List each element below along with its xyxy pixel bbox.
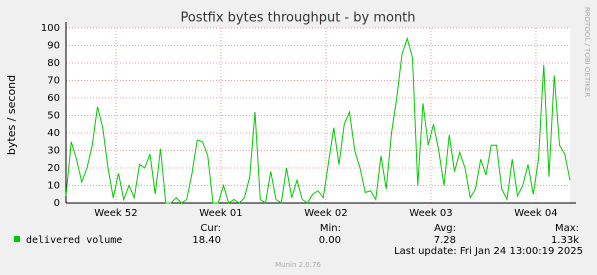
x-tick-label: Week 02 <box>304 208 347 219</box>
stat-label: Cur: <box>200 223 221 234</box>
y-tick-label: 90 <box>47 41 60 52</box>
x-tick-label: Week 04 <box>514 208 557 219</box>
stat-value: 7.28 <box>434 235 456 246</box>
last-update: Last update: Fri Jan 24 13:00:19 2025 <box>394 246 583 257</box>
y-tick-label: 0 <box>54 198 60 209</box>
stat-value: 0.00 <box>319 235 341 246</box>
stat-value: 1.33k <box>551 235 579 246</box>
series-line <box>65 36 571 204</box>
chart-title: Postfix bytes throughput - by month <box>180 11 415 26</box>
legend-swatch <box>14 236 20 242</box>
stat-value: 18.40 <box>192 235 221 246</box>
legend-label: delivered volume <box>26 235 122 246</box>
y-tick-label: 50 <box>47 111 60 122</box>
y-axis-label: bytes / second <box>5 75 18 155</box>
y-tick-label: 30 <box>47 146 60 157</box>
y-tick-label: 70 <box>47 76 60 87</box>
stat-label: Max: <box>555 223 579 234</box>
side-label: RRDTOOL / TOBI OETIKER <box>583 7 591 97</box>
y-tick-label: 60 <box>47 93 60 104</box>
stat-label: Min: <box>320 223 341 234</box>
y-tick-label: 20 <box>47 163 60 174</box>
x-tick-label: Week 52 <box>94 208 137 219</box>
stat-label: Avg: <box>434 223 456 234</box>
footer: Munin 2.0.76 <box>275 261 321 269</box>
y-tick-label: 40 <box>47 128 60 139</box>
y-tick-label: 100 <box>41 23 60 34</box>
x-tick-label: Week 03 <box>409 208 452 219</box>
y-tick-label: 10 <box>47 181 60 192</box>
x-tick-label: Week 01 <box>199 208 242 219</box>
y-tick-label: 80 <box>47 58 60 69</box>
